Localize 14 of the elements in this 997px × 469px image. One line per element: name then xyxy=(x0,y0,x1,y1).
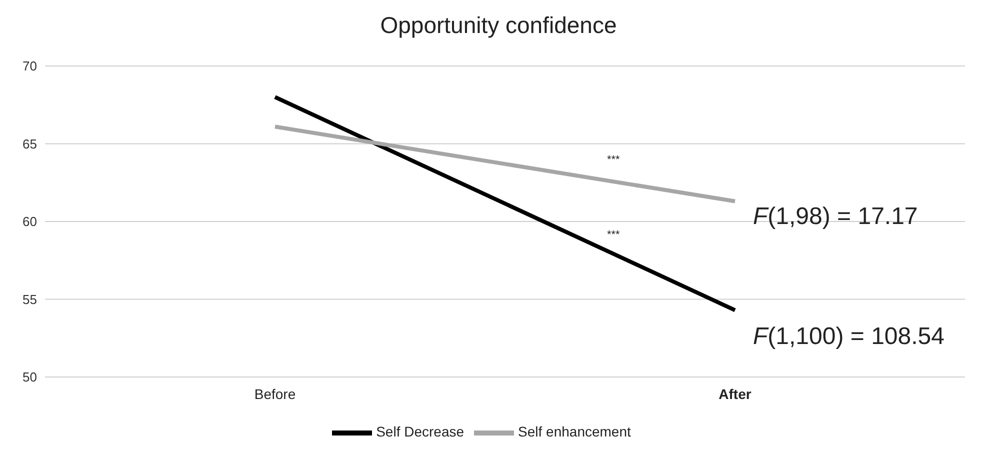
chart-title: Opportunity confidence xyxy=(379,12,618,39)
y-tick-label: 60 xyxy=(22,214,37,230)
legend-label: Self Decrease xyxy=(376,424,464,440)
x-tick-label: Before xyxy=(254,386,296,402)
annotation: F(1,98) = 17.17 xyxy=(753,203,918,231)
x-tick-label: After xyxy=(718,386,752,402)
y-tick-label: 70 xyxy=(22,58,37,74)
annotation: F(1,100) = 108.54 xyxy=(753,323,944,351)
y-tick-label: 50 xyxy=(22,370,37,385)
annotation: *** xyxy=(607,229,620,241)
y-tick-label: 55 xyxy=(22,292,37,307)
y-tick-label: 65 xyxy=(22,136,37,152)
annotation: *** xyxy=(607,154,620,166)
legend-label: Self enhancement xyxy=(518,424,631,440)
